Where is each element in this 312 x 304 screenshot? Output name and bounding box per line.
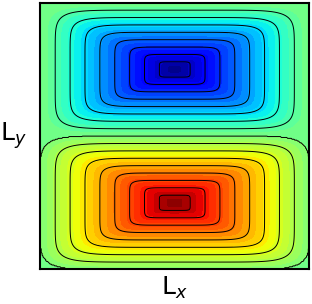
Y-axis label: L$_y$: L$_y$ <box>0 121 27 151</box>
X-axis label: L$_x$: L$_x$ <box>161 275 188 301</box>
